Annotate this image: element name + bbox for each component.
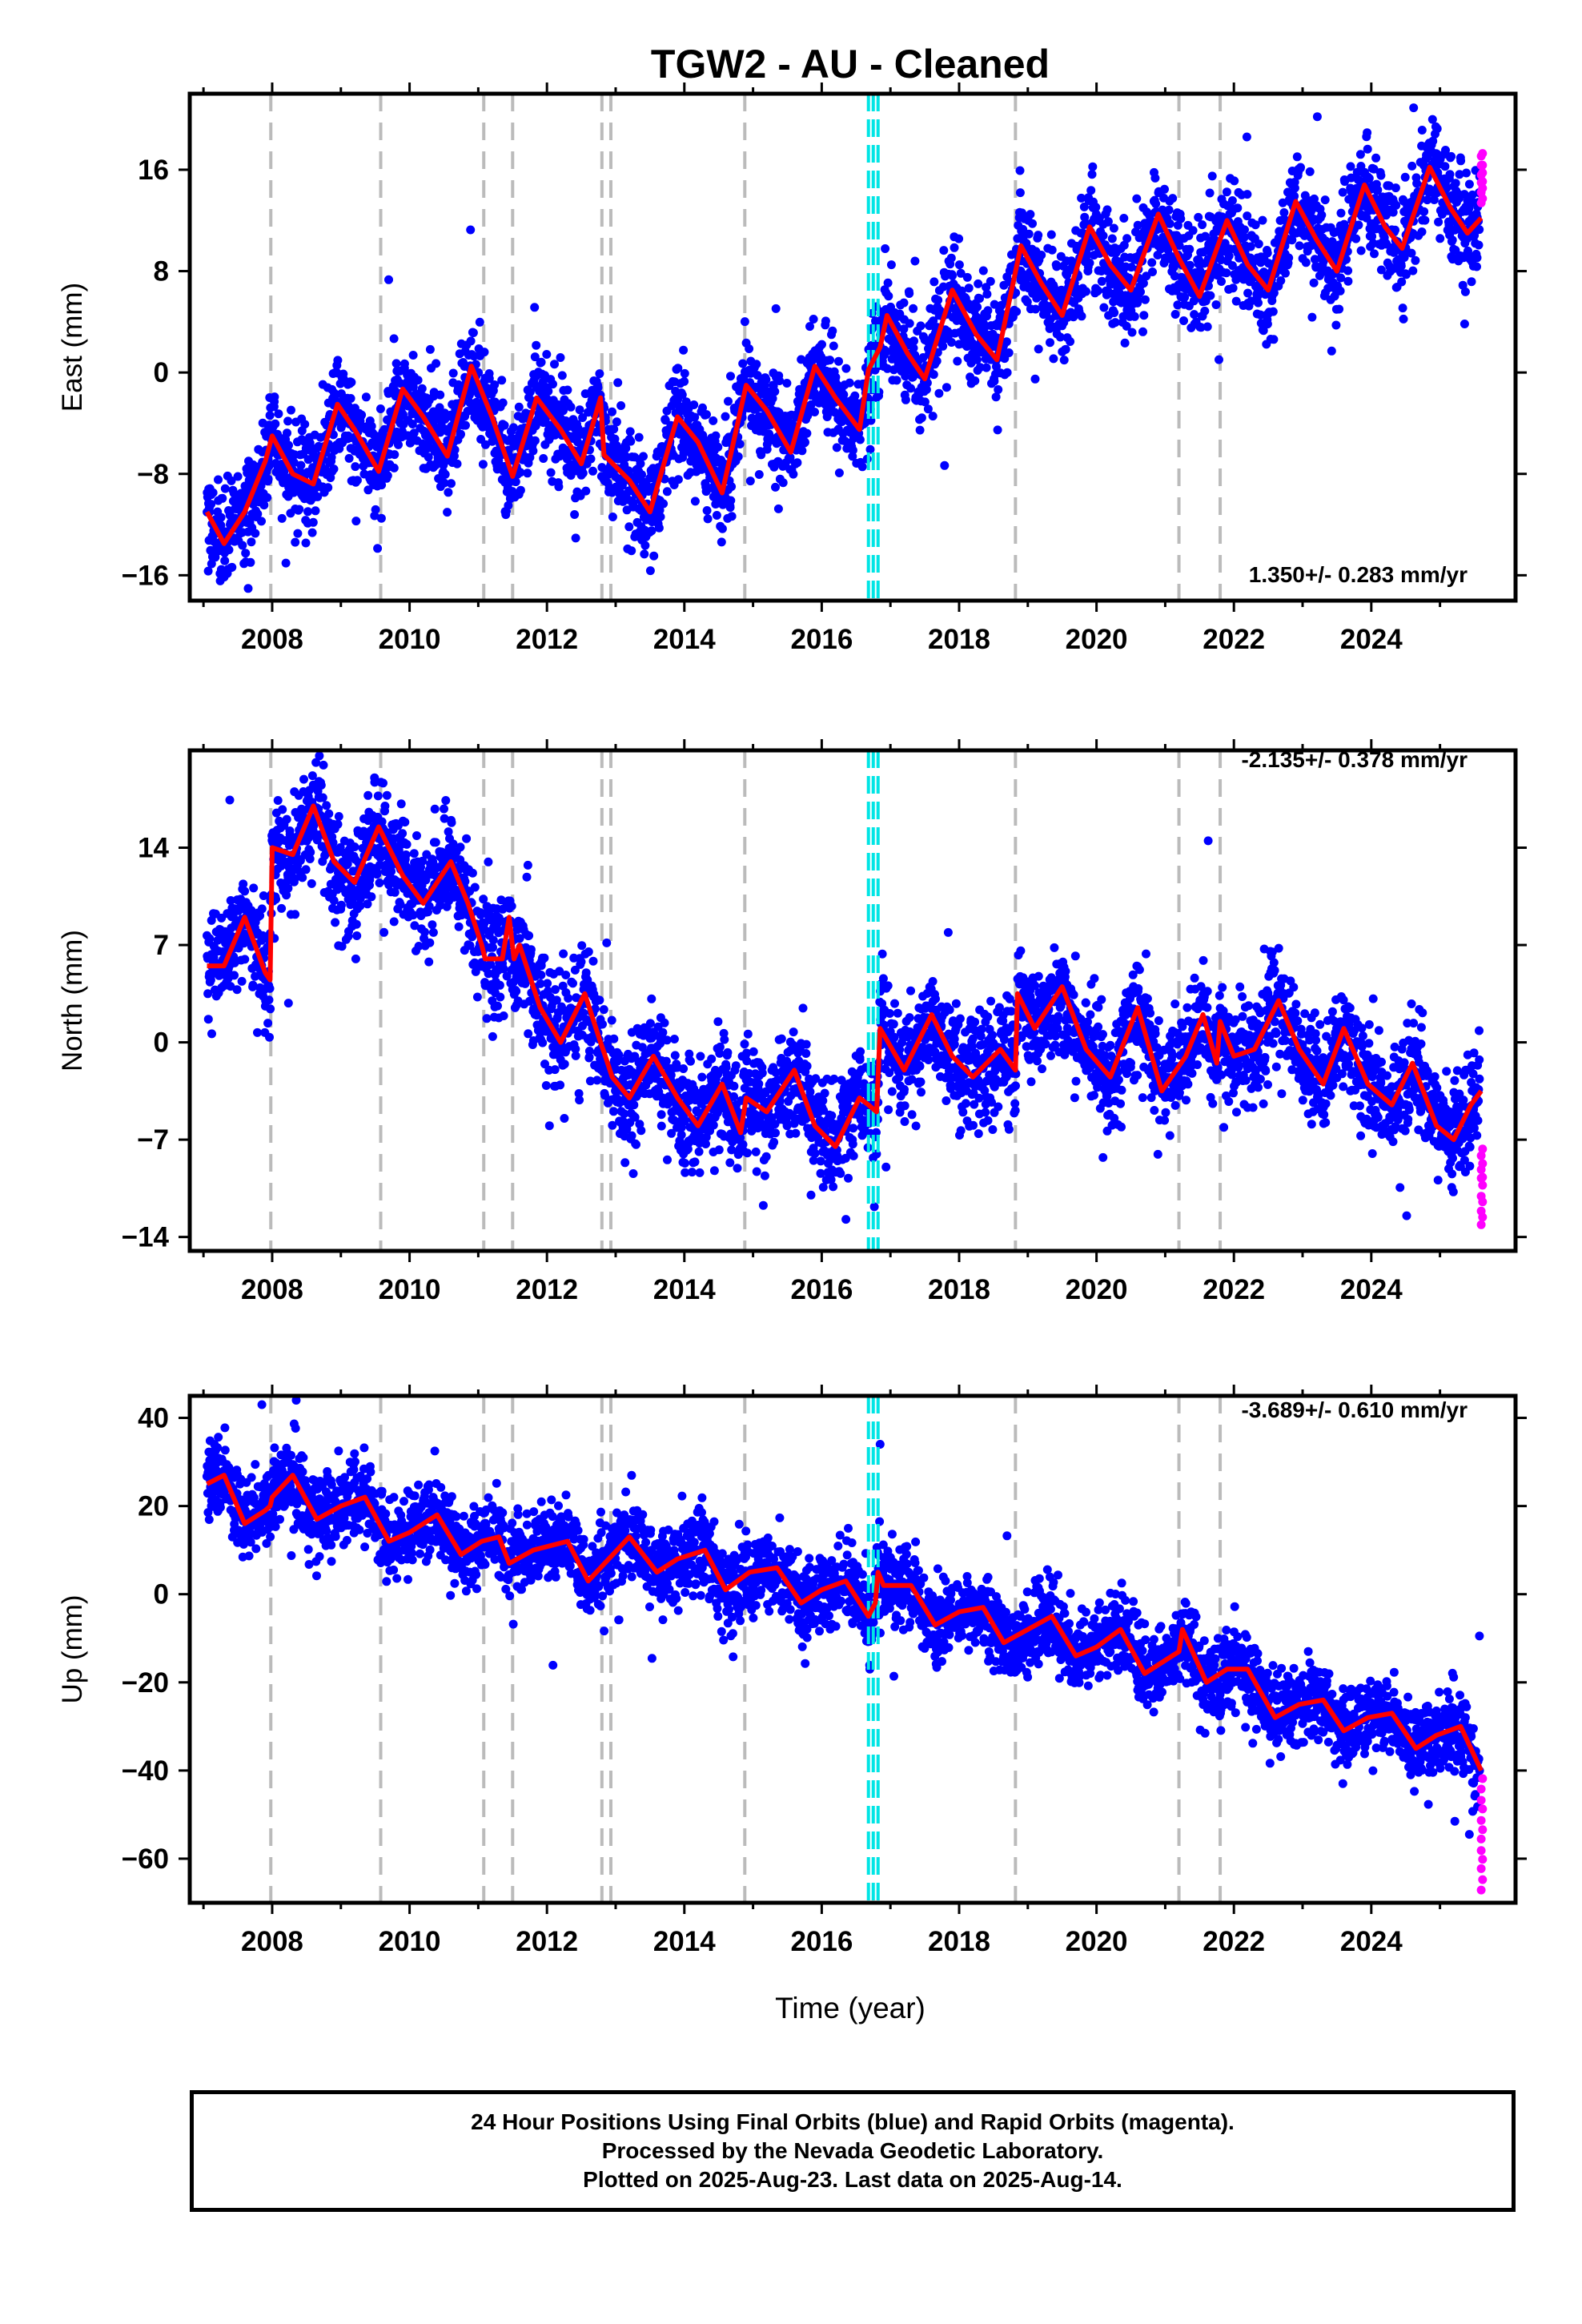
x-tick-label: 2022 <box>1203 1926 1265 1957</box>
footer-line-2: Processed by the Nevada Geodetic Laborat… <box>601 2138 1104 2163</box>
rapid-orbit-point <box>1476 1864 1486 1873</box>
panel-1: −16 −8 0 8 16 2008 2010 2012 2014 2016 2018 2020 202… <box>57 82 1527 655</box>
x-tick-label: 2016 <box>790 1274 853 1305</box>
y-tick-label: −14 <box>122 1222 170 1253</box>
final-orbit-points <box>203 103 1484 593</box>
x-tick-label: 2022 <box>1203 1274 1265 1305</box>
rapid-orbit-point <box>1478 168 1488 178</box>
y-tick-label: −40 <box>122 1755 169 1787</box>
y-tick-label: 0 <box>154 1027 169 1059</box>
rapid-orbit-point <box>1478 1159 1488 1168</box>
model-fit-line <box>204 164 1484 546</box>
y-tick-label: −20 <box>122 1667 169 1699</box>
panel-3: −60 −40 −20 0 20 40 2008 2010 2012 2014 2016 2018 20… <box>57 1385 1527 1957</box>
x-tick-label: 2010 <box>379 624 441 655</box>
plot-area <box>203 94 1488 601</box>
rapid-orbit-point <box>1478 1774 1488 1783</box>
rapid-orbit-point <box>1478 1875 1488 1884</box>
plot-area <box>202 1396 1488 1903</box>
x-tick-label: 2018 <box>928 1926 990 1957</box>
rapid-orbit-point <box>1476 1220 1486 1229</box>
rapid-orbit-point <box>1478 1172 1488 1182</box>
y-tick-label: −7 <box>137 1124 169 1156</box>
final-orbit-points <box>202 1396 1484 1839</box>
rate-label: -2.135+/- 0.378 mm/yr <box>1241 747 1468 772</box>
x-tick-label: 2022 <box>1203 624 1265 655</box>
rapid-orbit-point <box>1476 1206 1486 1216</box>
plot-area <box>203 750 1488 1251</box>
x-tick-label: 2010 <box>379 1926 441 1957</box>
x-axis-label: Time (year) <box>775 1992 926 2024</box>
x-tick-label: 2020 <box>1066 1926 1128 1957</box>
x-tick-label: 2016 <box>790 624 853 655</box>
y-tick-label: 8 <box>154 256 169 287</box>
x-tick-label: 2012 <box>516 1926 578 1957</box>
rapid-orbit-point <box>1476 1795 1486 1805</box>
plot-frame <box>187 91 1518 603</box>
rapid-orbit-point <box>1476 1815 1486 1825</box>
y-tick-label: 20 <box>138 1491 169 1522</box>
y-tick-label: 0 <box>154 1579 169 1610</box>
rapid-orbit-point <box>1478 1180 1488 1190</box>
model-fit-line <box>207 803 1484 1149</box>
x-tick-label: 2008 <box>241 1926 303 1957</box>
footer-caption-box: 24 Hour Positions Using Final Orbits (bl… <box>190 2090 1516 2212</box>
x-tick-label: 2020 <box>1066 1274 1128 1305</box>
rapid-orbit-point <box>1478 1855 1488 1864</box>
x-tick-label: 2008 <box>241 624 303 655</box>
rapid-orbit-point <box>1476 1192 1486 1201</box>
footer-line-1: 24 Hour Positions Using Final Orbits (bl… <box>471 2109 1235 2134</box>
x-tick-label: 2024 <box>1340 1926 1403 1957</box>
y-axis-label: North (mm) <box>57 930 88 1072</box>
plot-frame <box>187 1393 1518 1905</box>
y-tick-label: 40 <box>138 1403 169 1434</box>
model-fit-line <box>206 1473 1484 1772</box>
y-tick-label: −60 <box>122 1844 169 1875</box>
x-tick-label: 2024 <box>1340 1274 1403 1305</box>
y-tick-label: 16 <box>138 155 169 186</box>
rapid-orbit-point <box>1476 1151 1486 1160</box>
y-tick-label: −8 <box>137 459 169 490</box>
rapid-orbit-point <box>1478 1804 1488 1814</box>
plot-frame <box>187 748 1518 1253</box>
rate-label: -3.689+/- 0.610 mm/yr <box>1241 1397 1468 1422</box>
final-orbit-points <box>203 750 1484 1224</box>
panel-2: −14 −7 0 7 14 2008 2010 2012 2014 2016 2018 2020 202… <box>57 739 1527 1305</box>
x-tick-label: 2020 <box>1066 624 1128 655</box>
x-tick-label: 2014 <box>653 1274 716 1305</box>
rapid-orbit-point <box>1478 1144 1488 1154</box>
rapid-orbit-point <box>1478 160 1488 170</box>
y-axis-label: Up (mm) <box>57 1594 88 1703</box>
y-tick-label: 7 <box>154 930 169 961</box>
rapid-orbit-point <box>1476 1834 1486 1844</box>
y-tick-label: −16 <box>122 560 169 591</box>
x-tick-label: 2018 <box>928 1274 990 1305</box>
x-tick-label: 2012 <box>516 624 578 655</box>
rapid-orbit-point <box>1478 1825 1488 1835</box>
x-tick-label: 2012 <box>516 1274 578 1305</box>
y-tick-label: 0 <box>154 357 169 388</box>
rapid-orbit-point <box>1476 1846 1486 1856</box>
x-tick-label: 2014 <box>653 624 716 655</box>
chart-title: TGW2 - AU - Cleaned <box>651 42 1050 86</box>
x-tick-label: 2014 <box>653 1926 716 1957</box>
rapid-orbit-point <box>1478 149 1488 159</box>
rate-label: 1.350+/- 0.283 mm/yr <box>1249 562 1468 587</box>
x-tick-label: 2018 <box>928 624 990 655</box>
x-tick-label: 2016 <box>790 1926 853 1957</box>
rapid-orbit-point <box>1476 1784 1486 1794</box>
rapid-orbit-point <box>1476 1885 1486 1895</box>
x-tick-label: 2008 <box>241 1274 303 1305</box>
y-tick-label: 14 <box>138 833 169 864</box>
footer-line-3: Plotted on 2025-Aug-23. Last data on 202… <box>583 2167 1122 2192</box>
x-tick-label: 2010 <box>379 1274 441 1305</box>
x-tick-label: 2024 <box>1340 624 1403 655</box>
y-axis-label: East (mm) <box>57 283 88 412</box>
